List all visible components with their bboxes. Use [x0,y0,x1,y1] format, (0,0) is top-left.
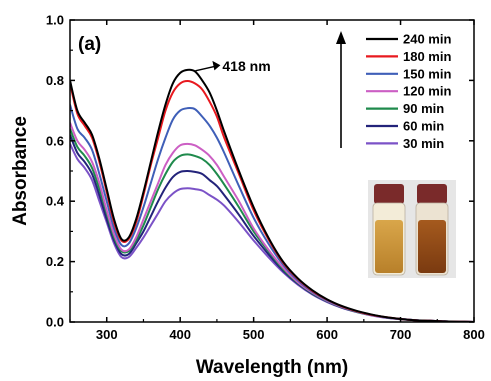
vial-brown [415,184,449,276]
x-tick-label: 400 [169,327,191,342]
y-tick-label: 1.0 [46,13,64,28]
y-tick-label: 0.6 [46,133,64,148]
y-tick-label: 0.2 [46,254,64,269]
y-tick-label: 0.4 [46,194,65,209]
annotations: 418 nm [195,58,271,74]
x-tick-label: 500 [243,327,265,342]
time-arrow-head [336,31,346,44]
legend-label: 90 min [403,101,444,116]
peak-arrow-head [212,60,221,71]
y-tick-label: 0.8 [46,73,64,88]
legend-label: 60 min [403,119,444,134]
x-tick-label: 700 [390,327,412,342]
legend-label: 120 min [403,84,451,99]
peak-label: 418 nm [222,58,270,74]
x-tick-label: 800 [463,327,485,342]
vial-yellow [372,184,406,276]
series-layer [70,68,474,322]
vials-photo [368,180,456,278]
x-tick-label: 300 [96,327,118,342]
legend-label: 180 min [403,49,451,64]
series-line-240-min [70,68,474,322]
y-tick-label: 0.0 [46,315,64,330]
legend: 240 min 180 min 150 min 120 min 90 min 60 min… [336,31,451,151]
legend-label: 30 min [403,136,444,151]
legend-label: 240 min [403,32,451,47]
legend-label: 150 min [403,66,451,81]
x-axis-title: Wavelength (nm) [196,357,348,378]
panel-label: (a) [78,34,101,55]
axes: 300 400 500 600 700 800 0.0 0.2 0.4 0.6 0.8 1.0 Wave… [10,13,485,379]
y-axis-title: Absorbance [10,116,31,226]
x-tick-label: 600 [316,327,338,342]
